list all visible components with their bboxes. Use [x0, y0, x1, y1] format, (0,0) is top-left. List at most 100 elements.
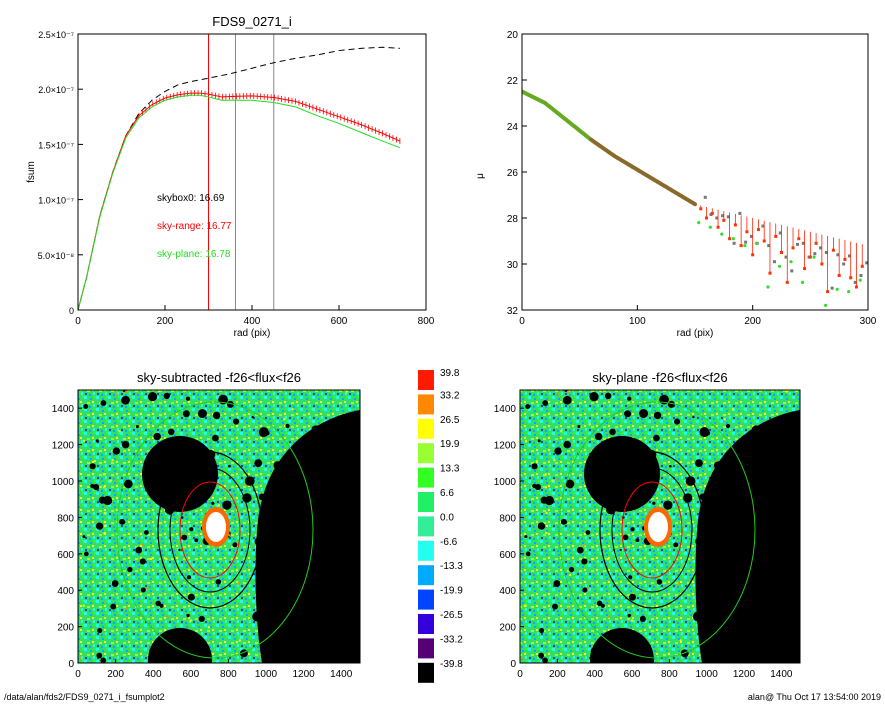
masked-source — [212, 411, 221, 420]
x-tick-label: 200 — [549, 669, 566, 680]
masked-source — [596, 600, 603, 607]
bright-pixel — [545, 512, 548, 515]
sky-range-point — [756, 228, 760, 231]
y-tick-label: 26 — [507, 168, 519, 179]
masked-source — [695, 459, 703, 468]
x-tick-label: 600 — [624, 669, 641, 680]
masked-source — [110, 603, 117, 610]
bright-pixel — [524, 604, 527, 607]
colorbar-swatch — [418, 540, 434, 561]
bright-pixel — [545, 486, 548, 489]
masked-source — [585, 530, 591, 535]
colorbar-swatch — [418, 394, 434, 415]
masked-source — [100, 657, 107, 663]
masked-source — [95, 439, 99, 443]
masked-source — [619, 548, 622, 552]
masked-source — [680, 649, 689, 658]
masked-source — [93, 484, 100, 491]
sky-range-point — [739, 244, 743, 248]
masked-source — [232, 542, 238, 548]
mu-plot-marks — [522, 89, 868, 307]
sky-range-point — [808, 255, 812, 259]
bright-pixel — [551, 479, 554, 482]
skybox-point — [842, 262, 846, 266]
masked-source — [627, 613, 631, 618]
skybox-point — [778, 231, 782, 235]
mu-plot-ylabel: μ — [475, 173, 486, 179]
x-tick-label: 800 — [418, 316, 435, 327]
bright-pixel — [525, 439, 528, 442]
masked-source — [630, 527, 635, 532]
skybox-point — [726, 215, 730, 219]
masked-source — [135, 425, 139, 429]
masked-source — [127, 566, 133, 573]
masked-source — [135, 546, 143, 554]
sky-plane-title: sky-plane -f26<flux<f26 — [592, 370, 727, 385]
bright-pixel — [147, 423, 150, 426]
bright-pixel — [145, 587, 148, 590]
x-tick-label: 0 — [517, 669, 523, 680]
bright-pixel — [125, 390, 128, 393]
y-tick-label: 1000 — [494, 477, 517, 488]
bright-pixel — [82, 604, 85, 607]
masked-source — [121, 395, 130, 405]
galaxy-core — [206, 512, 226, 542]
x-tick-label: 1000 — [255, 669, 278, 680]
bright-pixel — [118, 430, 121, 433]
masked-source — [639, 615, 646, 622]
masked-source — [111, 580, 119, 587]
masked-source — [121, 440, 130, 449]
sky-subtracted-yticks: 0 200 400 600 800 1000 1200 1400 — [52, 404, 82, 670]
masked-source — [228, 464, 231, 468]
colorbar-label: -19.9 — [440, 586, 463, 597]
masked-source — [589, 392, 599, 402]
masked-source — [554, 447, 562, 455]
bright-pixel — [566, 390, 569, 393]
skybox-point — [796, 242, 800, 246]
masked-source — [96, 652, 103, 659]
annotation-sky-range: sky-range: 16.77 — [157, 221, 232, 232]
skybox-point — [853, 280, 857, 284]
sky-plane-point — [708, 225, 712, 229]
sky-plane-point — [720, 232, 724, 236]
skybox-point — [744, 240, 748, 244]
y-tick-label: 0 — [68, 659, 74, 670]
skybox-point — [819, 246, 823, 250]
galaxy-core — [648, 512, 668, 542]
bright-pixel — [587, 587, 590, 590]
fsum-plot-xlabel: rad (pix) — [234, 328, 271, 339]
sky-range-point — [814, 241, 818, 245]
aperture-ellipse-red — [621, 481, 683, 579]
colorbar-swatch — [418, 614, 434, 634]
masked-source — [656, 579, 663, 585]
masked-source — [182, 410, 190, 418]
sky-range-point — [762, 239, 766, 243]
skybox-point — [772, 260, 776, 264]
skybox-point — [801, 241, 805, 245]
masked-source — [89, 463, 96, 470]
masked-star-disk — [148, 628, 212, 663]
sky-range-point — [722, 218, 726, 222]
bright-pixel — [83, 439, 86, 442]
bright-pixel — [535, 460, 538, 463]
aperture-ellipse-red — [179, 481, 241, 579]
masked-galaxy-region — [695, 410, 800, 663]
masked-source — [83, 404, 89, 409]
aperture-ellipse — [157, 451, 263, 609]
sky-plane-point — [858, 278, 862, 282]
bright-pixel — [599, 390, 602, 393]
bright-pixel — [545, 531, 548, 534]
y-tick-label: 30 — [507, 260, 519, 271]
masked-source — [186, 575, 192, 580]
masked-source — [542, 400, 549, 406]
masked-source — [82, 535, 86, 539]
masked-source — [153, 432, 161, 441]
colorbar-label: 33.2 — [440, 390, 460, 401]
aperture-ellipse-green — [558, 401, 756, 659]
bright-pixel — [114, 478, 117, 481]
sky-subtracted-image: sky-subtracted -f26<flux<f26 0 200 400 600 8… — [52, 370, 361, 680]
bright-pixel — [583, 544, 586, 547]
masked-source — [692, 415, 695, 419]
skybox-point — [865, 261, 868, 265]
colorbar-swatch — [418, 516, 434, 537]
